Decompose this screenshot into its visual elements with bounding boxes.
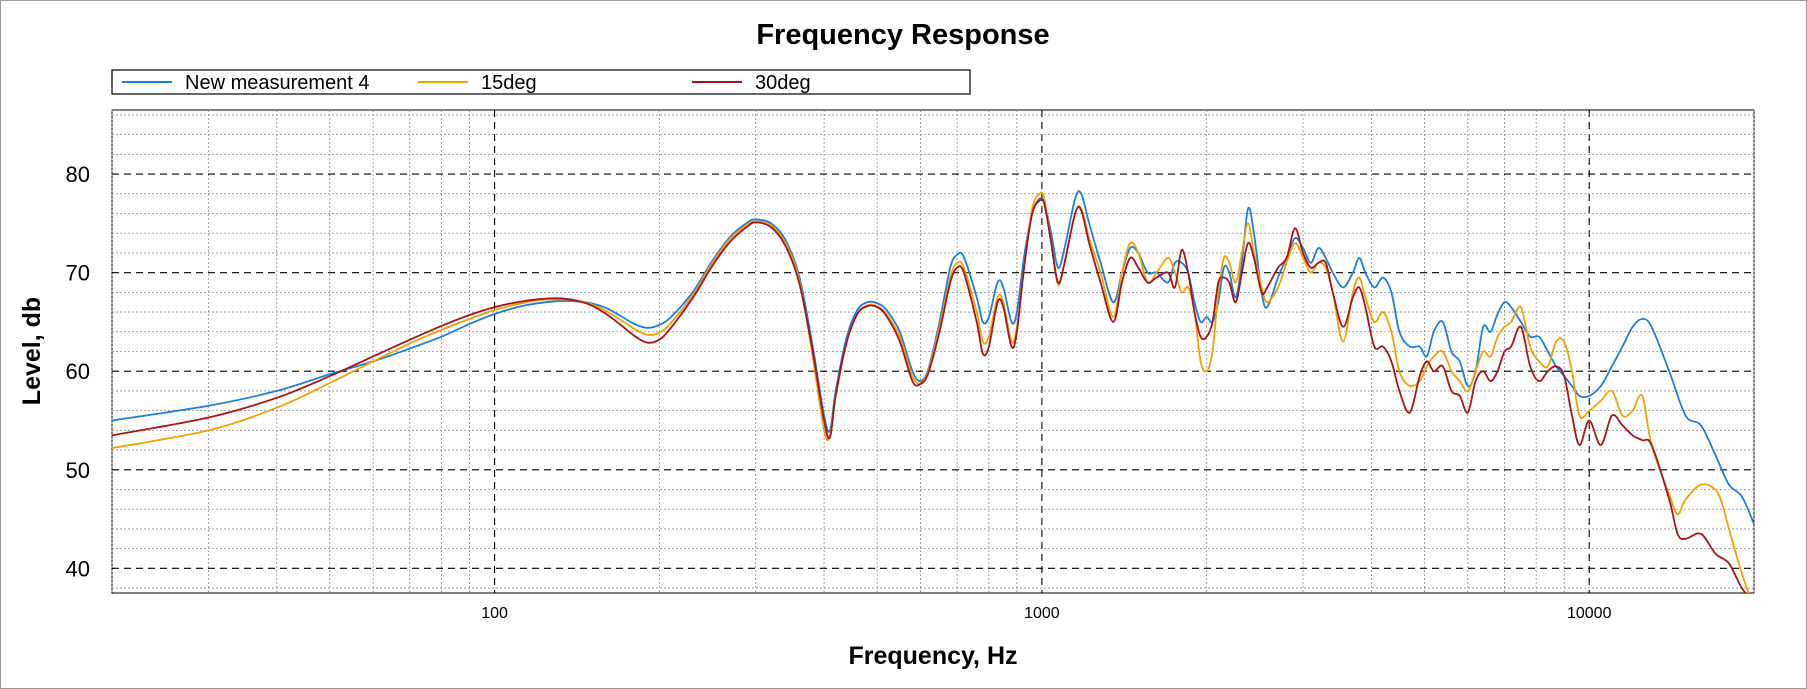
y-tick-label: 60 <box>66 359 90 384</box>
y-axis-title: Level, db <box>18 297 46 405</box>
y-tick-label: 70 <box>66 261 90 286</box>
grid <box>111 110 1755 593</box>
x-tick-label: 10000 <box>1567 605 1612 622</box>
x-tick-label: 100 <box>481 605 508 622</box>
legend-label: New measurement 4 <box>185 72 370 94</box>
legend-box <box>111 69 971 95</box>
y-tick-label: 50 <box>66 458 90 483</box>
axis-ticks: 40 50 60 70 80 100 1000 10000 <box>66 162 1612 622</box>
legend: New measurement 4 15deg 30deg <box>111 69 971 95</box>
y-tick-label: 80 <box>66 162 90 187</box>
x-tick-label: 1000 <box>1024 605 1060 622</box>
x-axis-title: Frequency, Hz <box>848 642 1017 670</box>
legend-label: 15deg <box>481 72 537 94</box>
y-tick-label: 40 <box>66 556 90 581</box>
series-line-2 <box>112 197 1747 593</box>
series-line-0 <box>112 190 1754 525</box>
chart-title: Frequency Response <box>756 19 1049 51</box>
series-line-1 <box>112 191 1750 593</box>
series-layer <box>112 190 1754 593</box>
legend-label: 30deg <box>755 72 811 94</box>
